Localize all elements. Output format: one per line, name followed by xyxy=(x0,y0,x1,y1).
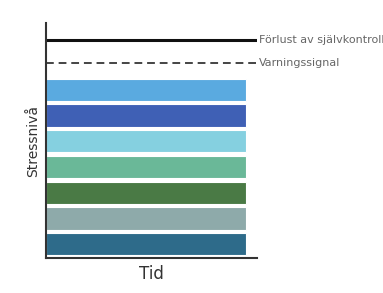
X-axis label: Tid: Tid xyxy=(139,265,164,283)
Text: Varningssignal: Varningssignal xyxy=(259,58,340,68)
Bar xyxy=(46,130,246,152)
Bar xyxy=(46,79,246,101)
Y-axis label: Stressnivå: Stressnivå xyxy=(26,105,40,177)
Text: Förlust av självkontroll och kaos: Förlust av självkontroll och kaos xyxy=(259,35,383,45)
Bar xyxy=(46,182,246,204)
Bar xyxy=(46,233,246,255)
Bar xyxy=(46,156,246,178)
Bar xyxy=(46,104,246,127)
Bar xyxy=(46,207,246,230)
